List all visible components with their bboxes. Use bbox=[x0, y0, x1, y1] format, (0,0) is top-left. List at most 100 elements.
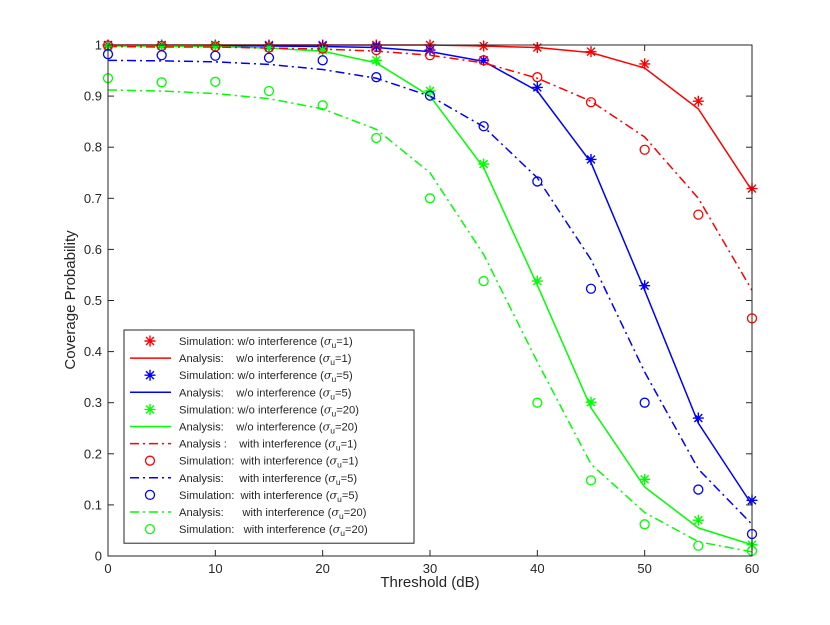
sigma-symbol: σ bbox=[323, 352, 331, 365]
legend-entry-sim-w-1: Simulation: with interference (σu=1) bbox=[144, 455, 359, 470]
point-sim-w-1-15 bbox=[263, 42, 275, 53]
y-tick-label: 0.6 bbox=[84, 242, 102, 257]
legend-label-prefix: Simulation: w/o interference ( bbox=[179, 370, 324, 382]
legend-label: Simulation: with interference (σu=20) bbox=[179, 523, 368, 538]
point-sim-wo-1-55 bbox=[692, 95, 704, 107]
legend-marker bbox=[144, 455, 156, 466]
point-sim-wo-1-40 bbox=[531, 42, 543, 54]
point-sim-wo-20-5 bbox=[156, 40, 168, 52]
point-sim-wo-5-45 bbox=[585, 153, 597, 165]
legend-label-prefix: Analysis: w/o interference ( bbox=[179, 387, 323, 399]
y-tick-label: 0.5 bbox=[84, 293, 102, 308]
legend-label-sub: u bbox=[336, 443, 341, 453]
x-tick-label: 40 bbox=[530, 561, 544, 576]
legend-label-value: =5) bbox=[341, 473, 358, 485]
legend-label-sub: u bbox=[332, 340, 337, 350]
legend-label-prefix: Simulation: w/o interference ( bbox=[179, 404, 324, 416]
point-sim-wo-20-20 bbox=[317, 44, 329, 56]
point-sim-w-1-50 bbox=[639, 144, 650, 155]
point-sim-w-5-30 bbox=[424, 90, 436, 101]
legend: Simulation: w/o interference (σu=1)Analy… bbox=[123, 329, 415, 544]
x-tick-label: 30 bbox=[423, 561, 437, 576]
point-sim-w-5-40 bbox=[532, 176, 543, 187]
legend-entry-ana-wo-1: Analysis: w/o interference (σu=1) bbox=[130, 352, 352, 367]
x-tick-label: 10 bbox=[208, 561, 222, 576]
point-sim-w-5-25 bbox=[371, 72, 382, 83]
legend-entry-ana-w-5: Analysis: with interference (σu=5) bbox=[130, 472, 357, 487]
legend-label-value: =1) bbox=[342, 456, 359, 468]
legend-label: Simulation: with interference (σu=5) bbox=[179, 489, 359, 504]
point-sim-w-5-10 bbox=[210, 50, 221, 61]
legend-entry-sim-wo-1: Simulation: w/o interference (σu=1) bbox=[144, 335, 353, 350]
legend-label-sub: u bbox=[332, 374, 337, 384]
point-sim-wo-20-10 bbox=[209, 40, 221, 52]
legend-label: Analysis: w/o interference (σu=1) bbox=[179, 352, 352, 367]
point-sim-w-20-5 bbox=[156, 77, 167, 88]
legend-marker bbox=[144, 369, 156, 381]
point-sim-wo-5-25 bbox=[370, 41, 382, 53]
legend-entry-sim-w-20: Simulation: with interference (σu=20) bbox=[144, 523, 368, 538]
point-sim-w-20-10 bbox=[210, 76, 221, 87]
y-tick-label: 0.9 bbox=[84, 89, 102, 104]
point-sim-wo-20-55 bbox=[692, 514, 704, 526]
y-axis-label: Coverage Probability bbox=[62, 230, 79, 370]
legend-label: Analysis : with interference (σu=1) bbox=[179, 438, 357, 453]
legend-label-prefix: Analysis: with interference ( bbox=[179, 473, 328, 485]
sigma-symbol: σ bbox=[329, 455, 337, 468]
legend-box bbox=[123, 329, 415, 544]
x-tick-label: 60 bbox=[745, 561, 759, 576]
sigma-symbol: σ bbox=[328, 472, 336, 485]
sigma-symbol: σ bbox=[323, 386, 331, 399]
legend-label-prefix: Analysis : with interference ( bbox=[179, 439, 328, 451]
legend-label-value: =1) bbox=[335, 353, 352, 365]
point-sim-wo-1-50 bbox=[639, 58, 651, 70]
legend-entry-ana-wo-5: Analysis: w/o interference (σu=5) bbox=[130, 386, 352, 401]
point-sim-w-5-5 bbox=[156, 50, 167, 61]
sigma-symbol: σ bbox=[324, 403, 332, 416]
legend-entry-ana-w-20: Analysis: with interference (σu=20) bbox=[130, 506, 367, 521]
sigma-symbol: σ bbox=[328, 438, 336, 451]
legend-label-sub: u bbox=[330, 357, 335, 367]
legend-entry-ana-w-1: Analysis : with interference (σu=1) bbox=[130, 438, 357, 453]
legend-marker bbox=[144, 335, 156, 347]
x-tick-label: 20 bbox=[315, 561, 329, 576]
legend-entry-sim-wo-20: Simulation: w/o interference (σu=20) bbox=[144, 403, 359, 418]
point-sim-wo-20-25 bbox=[370, 54, 382, 66]
point-sim-w-20-35 bbox=[478, 275, 489, 287]
legend-marker bbox=[144, 489, 156, 501]
point-sim-w-20-30 bbox=[424, 193, 436, 204]
y-tick-label: 0.8 bbox=[84, 140, 102, 155]
legend-label-sub: u bbox=[339, 511, 344, 521]
x-tick-labels: 0 10 20 30 40 50 60 bbox=[104, 561, 759, 576]
legend-label-prefix: Analysis: w/o interference ( bbox=[179, 353, 323, 365]
point-sim-w-5-35 bbox=[478, 121, 489, 132]
series-sim-w-20 bbox=[102, 73, 758, 557]
line-ana-w-20 bbox=[107, 89, 753, 553]
legend-label-value: =20) bbox=[335, 422, 358, 434]
legend-label-sub: u bbox=[340, 528, 345, 538]
point-sim-w-1-35 bbox=[478, 55, 489, 66]
legend-label-value: =5) bbox=[342, 490, 359, 502]
sigma-symbol: σ bbox=[331, 506, 339, 519]
legend-label-sub: u bbox=[330, 391, 335, 401]
legend-label: Analysis: w/o interference (σu=5) bbox=[179, 386, 352, 401]
y-tick-labels: 0 0.1 0.2 0.3 0.4 0.5 0.6 0.7 0.8 0.9 1 bbox=[84, 38, 102, 564]
legend-label: Analysis: with interference (σu=20) bbox=[179, 506, 367, 521]
point-sim-wo-1-35 bbox=[478, 40, 490, 52]
y-tick-label: 0 bbox=[95, 549, 102, 564]
legend-entry-sim-w-5: Simulation: with interference (σu=5) bbox=[144, 489, 359, 504]
legend-label-prefix: Simulation: with interference ( bbox=[179, 524, 333, 536]
point-sim-wo-5-40 bbox=[531, 81, 543, 93]
legend-entry-sim-wo-5: Simulation: w/o interference (σu=5) bbox=[144, 369, 353, 384]
point-sim-w-20-25 bbox=[371, 132, 382, 144]
legend-label-value: =20) bbox=[345, 524, 368, 536]
sigma-symbol: σ bbox=[324, 335, 332, 348]
point-sim-w-5-20 bbox=[317, 55, 328, 66]
point-sim-w-1-20 bbox=[317, 43, 328, 54]
legend-label: Analysis: w/o interference (σu=20) bbox=[179, 421, 358, 436]
point-sim-wo-20-50 bbox=[639, 473, 651, 485]
legend-label-prefix: Simulation: with interference ( bbox=[179, 490, 330, 502]
point-sim-w-20-40 bbox=[532, 397, 543, 408]
y-tick-label: 1 bbox=[95, 38, 102, 53]
legend-marker bbox=[144, 403, 156, 415]
